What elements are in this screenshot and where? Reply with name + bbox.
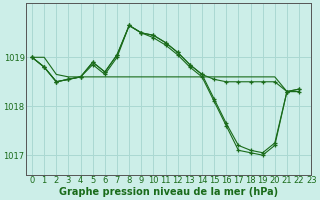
X-axis label: Graphe pression niveau de la mer (hPa): Graphe pression niveau de la mer (hPa) xyxy=(59,187,278,197)
